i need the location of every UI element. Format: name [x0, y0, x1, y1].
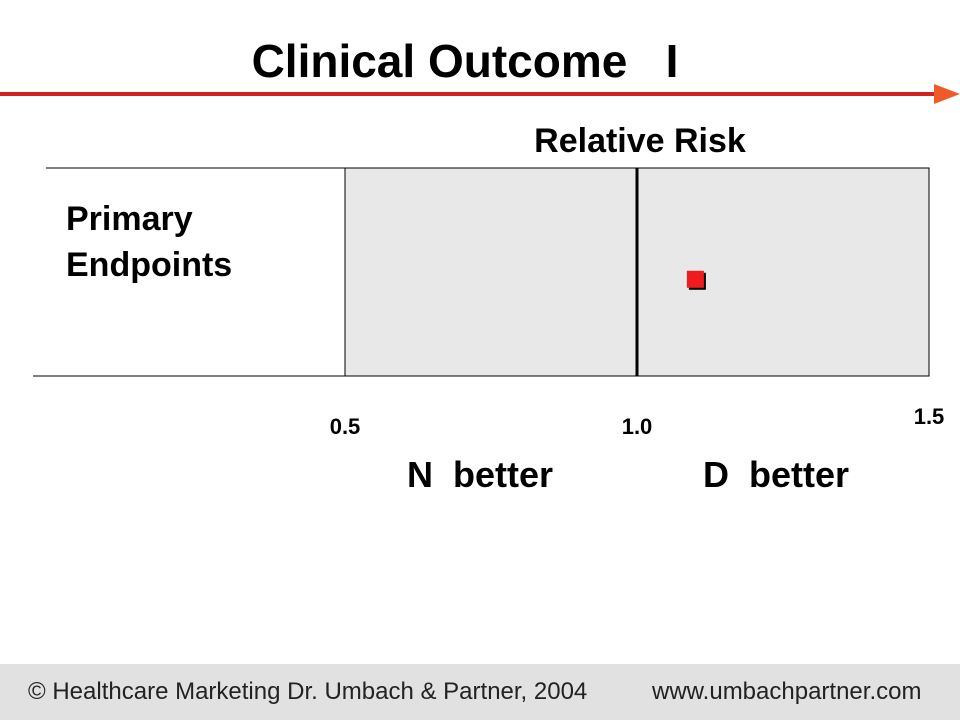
- footer: © Healthcare Marketing Dr. Umbach & Part…: [0, 664, 960, 720]
- row-label: Primary Endpoints: [66, 196, 326, 288]
- tick-label: 1.0: [621, 414, 653, 439]
- arrow-right-icon: [934, 84, 960, 104]
- slide-title: Clinical Outcome I: [251, 35, 679, 87]
- point-marker: [686, 270, 704, 288]
- footer-copyright: © Healthcare Marketing Dr. Umbach & Part…: [28, 678, 588, 705]
- row-label-line-1: Primary: [66, 200, 193, 238]
- direction-label-left: N better: [407, 454, 554, 495]
- chart-title: Relative Risk: [534, 122, 746, 160]
- tick-label: 0.5: [329, 414, 361, 439]
- title-underline: [0, 92, 942, 96]
- direction-label-right: D better: [703, 454, 850, 495]
- tick-label: 1.5: [913, 404, 945, 429]
- row-label-line-2: Endpoints: [66, 246, 233, 284]
- footer-url[interactable]: www.umbachpartner.com: [652, 678, 922, 705]
